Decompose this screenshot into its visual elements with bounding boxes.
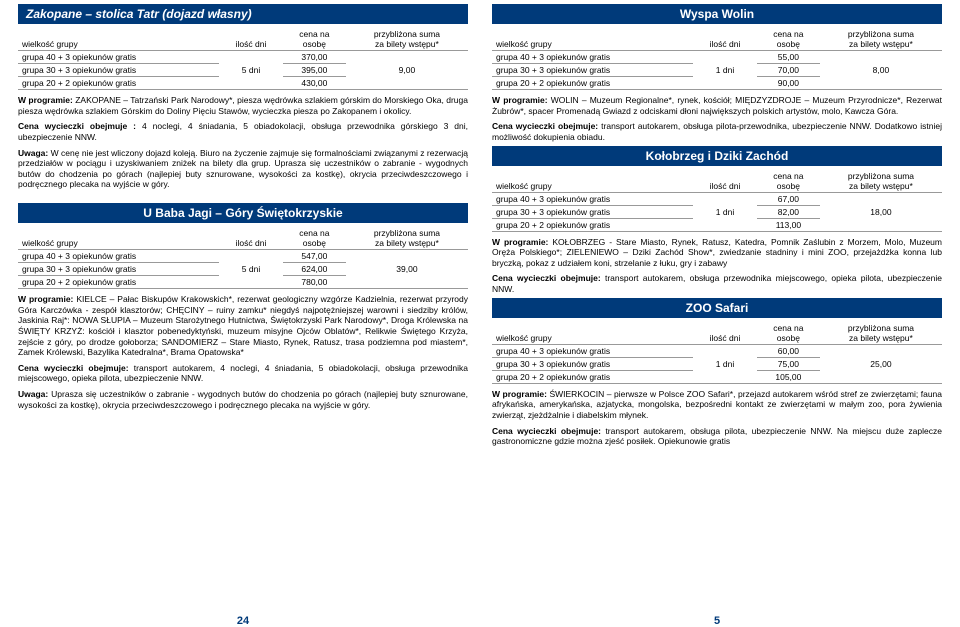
paragraph: Uwaga: Uprasza się uczestników o zabrani… bbox=[18, 389, 468, 410]
table-header-row: wielkość grupy ilość dni cena naosobę pr… bbox=[18, 227, 468, 250]
section-title-zoo: ZOO Safari bbox=[492, 298, 942, 318]
table-baba: wielkość grupy ilość dni cena naosobę pr… bbox=[18, 227, 468, 289]
paragraph: W programie: ŚWIERKOCIN – pierwsze w Pol… bbox=[492, 389, 942, 421]
page-number-left: 24 bbox=[18, 609, 468, 627]
table-zoo: wielkość grupy ilość dni cena naosobę pr… bbox=[492, 322, 942, 384]
table-row: grupa 40 + 3 opiekunów gratis1 dni55,008… bbox=[492, 51, 942, 64]
table-row: grupa 40 + 3 opiekunów gratis5 dni370,00… bbox=[18, 51, 468, 64]
table-row: grupa 40 + 3 opiekunów gratis1 dni67,001… bbox=[492, 192, 942, 205]
table-wolin: wielkość grupy ilość dni cena naosobę pr… bbox=[492, 28, 942, 90]
paragraph: W programie: WOLIN – Muzeum Regionalne*,… bbox=[492, 95, 942, 116]
section-title-zakopane: Zakopane – stolica Tatr (dojazd własny) bbox=[18, 4, 468, 24]
th-days: ilość dni bbox=[219, 28, 283, 51]
section-title-baba: U Baba Jagi – Góry Świętokrzyskie bbox=[18, 203, 468, 223]
right-column: Wyspa Wolin wielkość grupy ilość dni cen… bbox=[492, 4, 942, 627]
paragraph: Cena wycieczki obejmuje: transport autok… bbox=[492, 426, 942, 447]
table-header-row: wielkość grupy ilość dni cena naosobę pr… bbox=[18, 28, 468, 51]
table-header-row: wielkość grupy ilość dni cena naosobę pr… bbox=[492, 170, 942, 193]
table-header-row: wielkość grupy ilość dni cena naosobę pr… bbox=[492, 28, 942, 51]
table-row: grupa 40 + 3 opiekunów gratis5 dni547,00… bbox=[18, 250, 468, 263]
table-zakopane: wielkość grupy ilość dni cena naosobę pr… bbox=[18, 28, 468, 90]
table-kolobrzeg: wielkość grupy ilość dni cena naosobę pr… bbox=[492, 170, 942, 232]
th-tickets: przybliżona sumaza bilety wstępu* bbox=[346, 28, 468, 51]
table-header-row: wielkość grupy ilość dni cena naosobę pr… bbox=[492, 322, 942, 345]
paragraph: Uwaga: W cenę nie jest wliczony dojazd k… bbox=[18, 148, 468, 191]
paragraph: W programie: KIELCE – Pałac Biskupów Kra… bbox=[18, 294, 468, 358]
paragraph: Cena wycieczki obejmuje: transport autok… bbox=[492, 273, 942, 294]
paragraph: Cena wycieczki obejmuje: transport autok… bbox=[492, 121, 942, 142]
th-price: cena naosobę bbox=[283, 28, 346, 51]
paragraph: W programie: ZAKOPANE – Tatrzański Park … bbox=[18, 95, 468, 116]
paragraph: Cena wycieczki obejmuje : 4 noclegi, 4 ś… bbox=[18, 121, 468, 142]
page: Zakopane – stolica Tatr (dojazd własny) … bbox=[0, 0, 960, 627]
paragraph: Cena wycieczki obejmuje: transport autok… bbox=[18, 363, 468, 384]
th-group: wielkość grupy bbox=[18, 28, 219, 51]
paragraph: W programie: KOŁOBRZEG - Stare Miasto, R… bbox=[492, 237, 942, 269]
left-column: Zakopane – stolica Tatr (dojazd własny) … bbox=[18, 4, 468, 627]
table-row: grupa 40 + 3 opiekunów gratis1 dni60,002… bbox=[492, 344, 942, 357]
section-title-wolin: Wyspa Wolin bbox=[492, 4, 942, 24]
section-title-kolobrzeg: Kołobrzeg i Dziki Zachód bbox=[492, 146, 942, 166]
page-number-right: 5 bbox=[492, 609, 942, 627]
